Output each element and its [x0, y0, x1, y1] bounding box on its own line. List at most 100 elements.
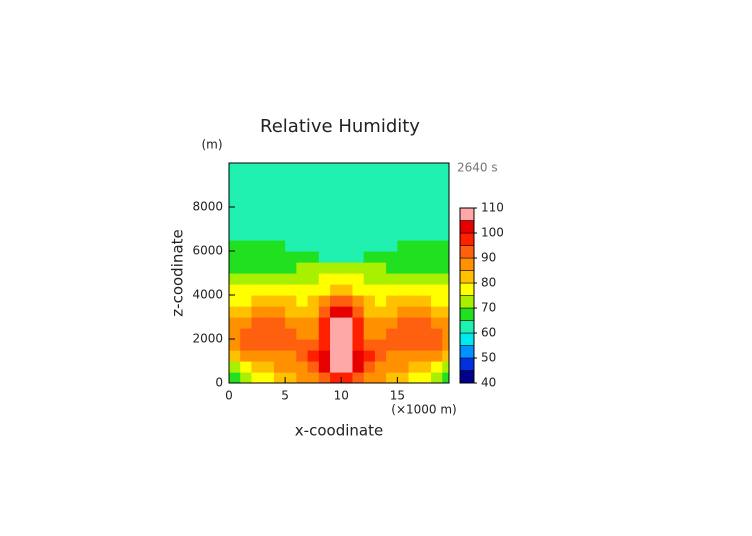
contour-cell	[285, 372, 297, 383]
contour-cell	[374, 350, 387, 362]
contour-cell	[442, 251, 449, 263]
contour-cell	[273, 361, 286, 373]
contour-field	[229, 163, 449, 383]
contour-cell	[330, 339, 342, 351]
colorbar-tick-label: 60	[481, 326, 496, 340]
colorbar-frame	[459, 207, 475, 384]
contour-cell	[374, 328, 387, 340]
contour-cell	[408, 229, 421, 241]
contour-cell	[307, 306, 320, 318]
contour-cell	[229, 196, 241, 208]
contour-cell	[240, 218, 253, 230]
contour-cell	[262, 328, 275, 340]
contour-cell	[285, 328, 297, 340]
contour-cell	[431, 218, 443, 230]
contour-cell	[229, 262, 241, 274]
contour-cell	[318, 372, 331, 383]
colorbar-band	[459, 345, 475, 359]
contour-cell	[386, 372, 398, 383]
contour-cell	[341, 185, 354, 197]
contour-cell	[296, 273, 309, 285]
contour-cell	[262, 174, 275, 186]
x-tick-label: 5	[281, 389, 289, 403]
contour-cell	[419, 372, 432, 383]
contour-cell	[397, 185, 410, 197]
contour-cell	[307, 295, 320, 307]
contour-cell	[273, 218, 286, 230]
contour-cell	[251, 306, 264, 318]
contour-cell	[296, 306, 309, 318]
contour-cell	[397, 295, 410, 307]
contour-cell	[307, 328, 320, 340]
contour-cell	[318, 273, 331, 285]
colorbar-band	[459, 357, 475, 371]
contour-cell	[431, 328, 443, 340]
contour-cell	[330, 317, 342, 329]
contour-cell	[251, 372, 264, 383]
contour-cell	[397, 273, 410, 285]
contour-cell	[408, 207, 421, 219]
contour-cell	[408, 262, 421, 274]
contour-cell	[285, 207, 297, 219]
contour-cell	[240, 185, 253, 197]
contour-cell	[240, 306, 253, 318]
contour-cell	[419, 207, 432, 219]
contour-cell	[273, 251, 286, 263]
contour-cell	[352, 207, 365, 219]
colorbar-tick-label: 40	[481, 376, 496, 390]
contour-cell	[273, 174, 286, 186]
contour-cell	[419, 361, 432, 373]
contour-cell	[296, 339, 309, 351]
contour-cell	[442, 185, 449, 197]
contour-cell	[397, 350, 410, 362]
contour-cell	[363, 350, 376, 362]
contour-cell	[431, 196, 443, 208]
contour-cell	[251, 361, 264, 373]
contour-cell	[251, 295, 264, 307]
contour-cell	[374, 207, 387, 219]
contour-cell	[240, 372, 253, 383]
contour-cell	[296, 196, 309, 208]
contour-cell	[408, 361, 421, 373]
contour-cell	[386, 295, 398, 307]
contour-cell	[307, 163, 320, 175]
contour-cell	[408, 295, 421, 307]
contour-cell	[431, 207, 443, 219]
colorbar-tick-label: 110	[481, 201, 504, 215]
contour-cell	[352, 284, 365, 296]
contour-cell	[240, 229, 253, 241]
contour-cell	[352, 196, 365, 208]
contour-cell	[296, 350, 309, 362]
contour-cell	[285, 174, 297, 186]
colorbar-band	[459, 295, 475, 309]
contour-cell	[419, 350, 432, 362]
contour-cell	[397, 218, 410, 230]
contour-cell	[307, 361, 320, 373]
contour-cell	[262, 262, 275, 274]
contour-cell	[273, 273, 286, 285]
contour-cell	[341, 339, 354, 351]
contour-cell	[273, 207, 286, 219]
contour-cell	[251, 174, 264, 186]
contour-cell	[307, 229, 320, 241]
contour-cell	[273, 306, 286, 318]
contour-cell	[442, 361, 449, 373]
contour-cell	[330, 284, 342, 296]
contour-cell	[285, 163, 297, 175]
contour-cell	[386, 273, 398, 285]
contour-cell	[307, 240, 320, 252]
plot-frame	[228, 162, 450, 384]
colorbar-tick-label: 100	[481, 226, 504, 240]
contour-cell	[330, 350, 342, 362]
contour-cell	[341, 240, 354, 252]
contour-cell	[285, 229, 297, 241]
contour-cell	[352, 174, 365, 186]
contour-cell	[229, 240, 241, 252]
contour-cell	[318, 350, 331, 362]
contour-cell	[431, 163, 443, 175]
contour-cell	[442, 262, 449, 274]
contour-cell	[408, 240, 421, 252]
contour-cell	[330, 295, 342, 307]
contour-cell	[262, 273, 275, 285]
contour-cell	[285, 240, 297, 252]
